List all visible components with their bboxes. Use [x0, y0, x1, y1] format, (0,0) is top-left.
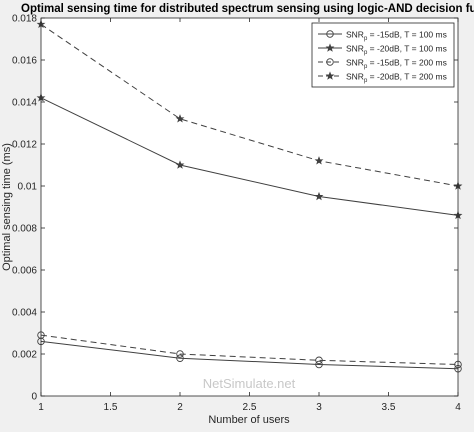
- data-point: [315, 356, 323, 365]
- y-tick-label: 0.018: [12, 14, 37, 25]
- x-tick-label: 1: [38, 402, 44, 413]
- data-point: [315, 360, 323, 369]
- y-tick-label: 0.008: [12, 224, 37, 235]
- data-point: [314, 191, 324, 201]
- chart-title: Optimal sensing time for distributed spe…: [21, 3, 474, 15]
- series-line: [40, 340, 459, 370]
- legend-entry-label: SNRp = -15dB, T = 100 ms: [346, 30, 447, 43]
- y-tick-label: 0.012: [12, 140, 37, 151]
- data-point: [176, 354, 184, 362]
- x-tick-label: 2: [177, 402, 183, 413]
- series-line: [40, 97, 459, 216]
- y-tick-label: 0.002: [12, 350, 37, 361]
- chart-marks: [36, 19, 463, 373]
- x-axis-label: Number of users: [208, 414, 290, 426]
- series-line: [40, 334, 459, 365]
- legend-marker: [325, 43, 335, 52]
- legend-marker: [326, 30, 334, 38]
- y-tick-label: 0.016: [12, 56, 37, 67]
- y-tick-label: 0: [31, 392, 37, 403]
- data-point: [175, 114, 185, 123]
- y-tick-label: 0.014: [12, 98, 37, 109]
- x-tick-label: 1.5: [104, 402, 118, 413]
- data-point: [314, 156, 324, 165]
- legend-marker: [325, 71, 335, 80]
- axis-ticks: 1 1.5 2 2.5 3 3.5 4 0 0.002 0.004 0.006 0.008 0.01 0.…: [12, 14, 461, 414]
- x-tick-label: 3: [316, 402, 322, 413]
- series-line: [40, 23, 459, 187]
- data-point: [175, 160, 185, 169]
- y-tick-label: 0.004: [12, 308, 37, 319]
- legend-entry-label: SNRp = -20dB, T = 200 ms: [346, 72, 447, 85]
- data-point: [176, 350, 184, 358]
- legend-entry-label: SNRp = -20dB, T = 100 ms: [346, 44, 447, 57]
- y-axis-label: Optimal sensing time (ms): [1, 143, 13, 271]
- watermark: NetSimulate.net: [203, 376, 296, 391]
- y-tick-label: 0.006: [12, 266, 37, 277]
- y-tick-label: 0.01: [18, 182, 38, 193]
- legend-marker: [326, 58, 334, 66]
- axes-box: [40, 17, 459, 397]
- x-tick-label: 2.5: [243, 402, 257, 413]
- x-tick-label: 3.5: [382, 402, 396, 413]
- legend-entry-label: SNRp = -15dB, T = 200 ms: [346, 58, 447, 71]
- x-tick-label: 4: [455, 402, 461, 413]
